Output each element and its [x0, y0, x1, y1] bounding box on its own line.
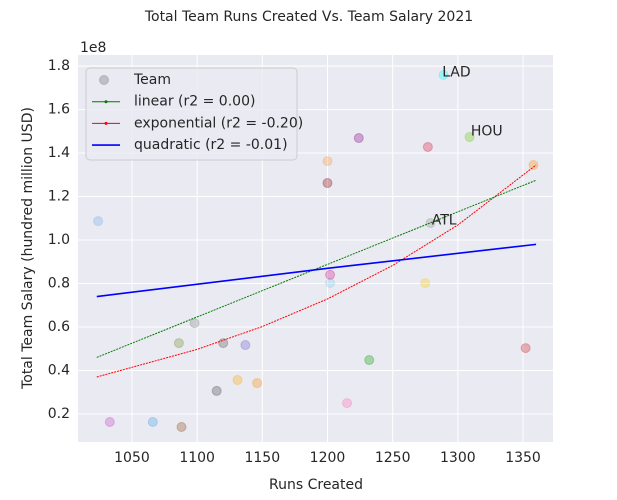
point [464, 131, 475, 142]
y-axis-label: Total Team Salary (hundred million USD) [20, 107, 36, 390]
y-tick-label: 1.4 [48, 145, 70, 161]
point [218, 338, 229, 349]
point [173, 338, 184, 349]
point [438, 70, 449, 81]
line [96, 164, 537, 378]
point [364, 355, 375, 366]
annotation: LAD [442, 65, 470, 81]
point [325, 278, 336, 289]
point [528, 160, 539, 171]
point [189, 318, 200, 329]
chart-title: Total Team Runs Created Vs. Team Salary … [144, 9, 473, 25]
point [176, 421, 187, 432]
y-tick-label: 1.0 [48, 232, 70, 248]
line [96, 243, 537, 298]
x-tick-label: 1100 [179, 450, 215, 466]
point [104, 416, 115, 427]
x-tick-label: 1050 [114, 450, 150, 466]
y-tick-label: 0.6 [48, 319, 70, 335]
point [353, 133, 364, 144]
point [520, 343, 531, 354]
y-offset-label: 1e8 [80, 40, 106, 56]
y-tick-label: 1.8 [48, 58, 70, 74]
point [93, 216, 104, 227]
point [322, 178, 333, 189]
x-tick-label: 1300 [440, 450, 476, 466]
annotation: HOU [471, 123, 503, 139]
x-tick-label: 1200 [310, 450, 346, 466]
x-tick-label: 1250 [375, 450, 411, 466]
point [425, 218, 436, 229]
legend-label: exponential (r2 = -0.20) [134, 115, 303, 131]
point [322, 156, 333, 167]
legend-label: Team [133, 72, 171, 88]
legend-marker [99, 75, 109, 85]
legend-label: linear (r2 = 0.00) [134, 94, 255, 110]
annotation: ATL [432, 212, 457, 228]
line [96, 179, 537, 358]
legend-box [85, 67, 298, 161]
x-tick-label: 1350 [505, 450, 541, 466]
point [240, 340, 251, 351]
point [232, 375, 243, 386]
y-tick-label: 1.6 [48, 102, 70, 118]
x-tick-label: 1150 [244, 450, 280, 466]
point [325, 269, 336, 280]
y-tick-label: 1.2 [48, 189, 70, 205]
y-tick-label: 0.4 [48, 362, 70, 378]
y-tick-label: 0.2 [48, 406, 70, 422]
legend-label: quadratic (r2 = -0.01) [134, 137, 288, 153]
point [147, 416, 158, 427]
point [420, 278, 431, 289]
x-axis-label: Runs Created [269, 477, 363, 493]
point [422, 141, 433, 152]
point [211, 385, 222, 396]
legend-marker [104, 121, 108, 125]
legend-marker [104, 100, 108, 104]
y-tick-label: 0.8 [48, 276, 70, 292]
point [342, 398, 353, 409]
point [252, 378, 263, 389]
